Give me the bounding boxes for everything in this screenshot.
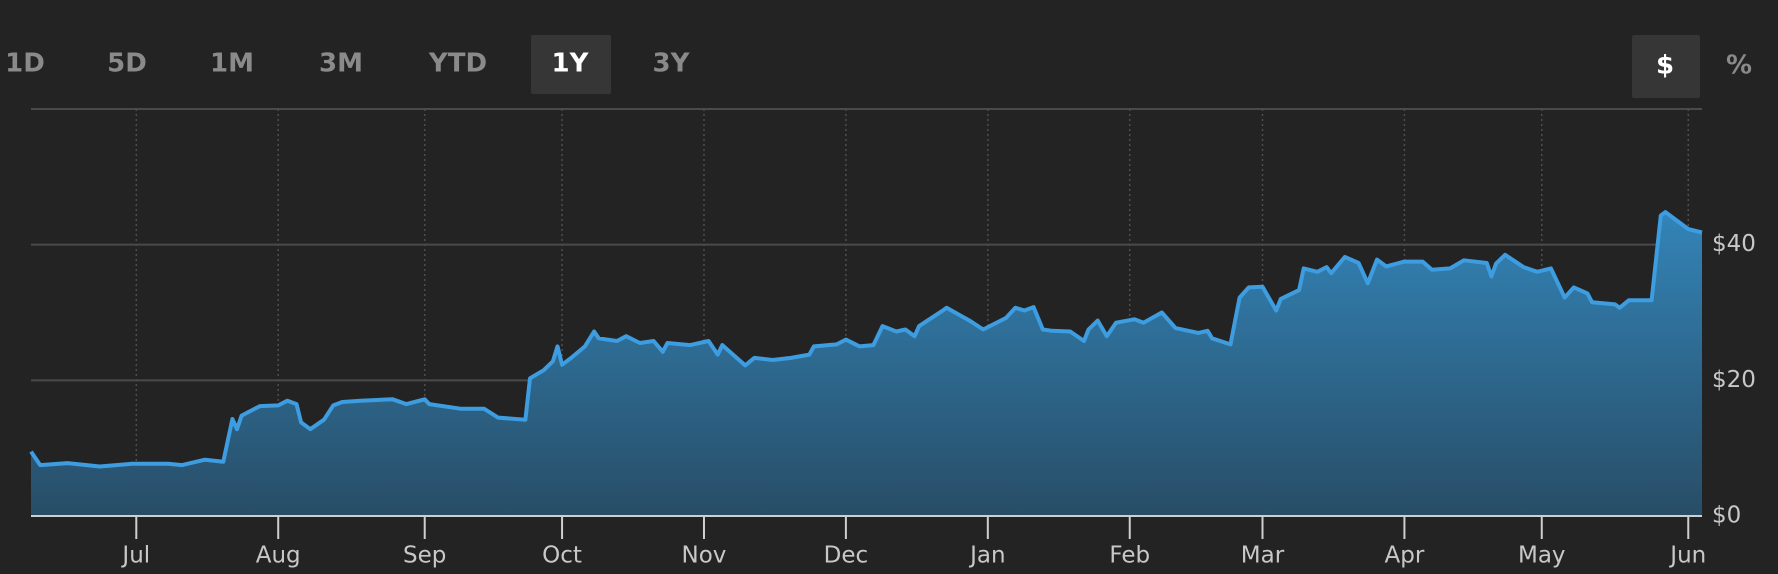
x-tick-label: Jul [120, 543, 150, 569]
range-button[interactable]: 5D [107, 49, 147, 79]
x-tick-label: Apr [1385, 543, 1425, 569]
range-button[interactable]: 3M [319, 49, 363, 79]
x-tick-label: Oct [542, 543, 582, 569]
active-range-bg [531, 35, 611, 94]
range-button[interactable]: 1D [5, 49, 45, 79]
unit-button[interactable]: % [1726, 51, 1752, 81]
unit-button[interactable]: $ [1656, 51, 1674, 81]
y-tick-label: $0 [1712, 503, 1741, 529]
range-button[interactable]: 1Y [552, 49, 590, 79]
range-button[interactable]: 3Y [653, 49, 691, 79]
line [29, 210, 1703, 469]
range-button[interactable]: YTD [428, 49, 487, 79]
x-tick-label: Dec [824, 543, 869, 569]
x-tick-label: Feb [1109, 543, 1150, 569]
x-tick-label: Sep [403, 543, 446, 569]
x-tick-label: May [1518, 543, 1566, 569]
x-tick-label: Aug [256, 543, 301, 569]
y-tick-label: $20 [1712, 367, 1756, 393]
range-button[interactable]: 1M [210, 49, 254, 79]
area [31, 212, 1702, 516]
x-tick-label: Mar [1241, 543, 1285, 569]
x-tick-label: Nov [682, 543, 727, 569]
active-unit-bg [1632, 35, 1700, 98]
x-tick-label: Jan [968, 543, 1005, 569]
x-tick-label: Jun [1668, 543, 1706, 569]
y-tick-label: $40 [1712, 231, 1756, 257]
